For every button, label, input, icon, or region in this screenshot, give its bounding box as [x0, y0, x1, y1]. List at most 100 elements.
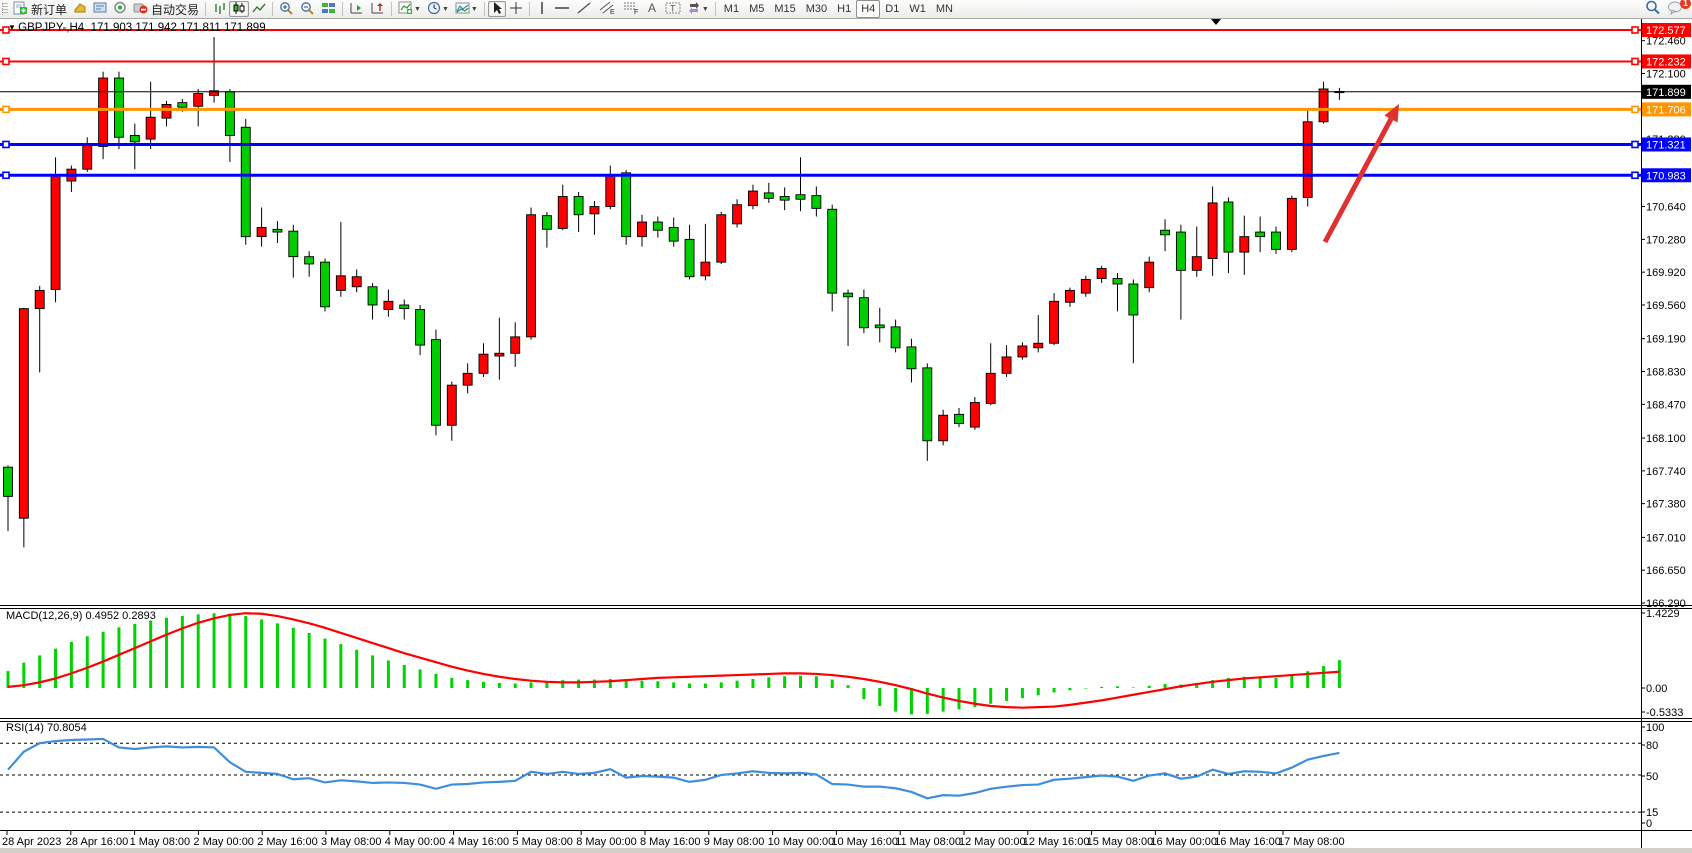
indicators-button[interactable]: ▼ — [395, 1, 424, 17]
candle-up — [98, 77, 109, 147]
crosshair-icon — [509, 1, 523, 18]
equidistant-channel-button[interactable]: E — [595, 1, 619, 17]
time-axis[interactable]: 28 Apr 2023 28 Apr 16:00 1 May 08:00 2 May … — [2, 831, 1345, 848]
vertical-line-button[interactable] — [533, 1, 551, 17]
autotrading-label: 自动交易 — [151, 2, 200, 17]
timeframe-m5-button[interactable]: M5 — [749, 3, 765, 15]
candle-down — [827, 208, 838, 294]
profile-icon — [73, 1, 87, 17]
search-button[interactable] — [1642, 0, 1664, 17]
timeframe-m1-button[interactable]: M1 — [723, 3, 740, 15]
toolbar-grip[interactable] — [2, 3, 8, 15]
market-watch-button[interactable] — [90, 1, 110, 17]
toolbar-separator — [528, 2, 530, 16]
price-tick-label: 169.190 — [1646, 334, 1686, 346]
hline-marker[interactable] — [2, 171, 10, 180]
hline-marker[interactable] — [2, 140, 10, 149]
bar-chart-button[interactable] — [209, 1, 229, 17]
text-label-button[interactable]: T — [662, 1, 684, 17]
candle-up — [82, 145, 93, 170]
candle-up — [985, 372, 996, 404]
toolbar-separator — [342, 2, 344, 16]
price-axis[interactable]: 172.460172.100171.740171.380171.020170.6… — [1641, 23, 1691, 610]
hline-marker[interactable] — [2, 105, 10, 114]
candle-down — [652, 221, 663, 231]
chart-dropdown-icon[interactable]: ▼ — [8, 23, 19, 32]
candle-up — [161, 104, 172, 119]
chart-shift-button[interactable] — [367, 1, 388, 17]
timeframe-w1-button[interactable]: W1 — [909, 3, 926, 15]
scroll-shift-marker[interactable] — [1211, 19, 1221, 25]
hline-marker[interactable] — [2, 57, 10, 66]
fibonacci-button[interactable]: F — [619, 1, 643, 17]
candle-up — [193, 93, 204, 107]
tile-windows-button[interactable] — [318, 1, 339, 17]
rsi-scale-label: 0 — [1646, 818, 1652, 830]
signals-button[interactable] — [110, 1, 130, 17]
time-label: 12 May 00:00 — [959, 836, 1026, 848]
crosshair-button[interactable] — [506, 1, 526, 17]
timeframe-h1-button[interactable]: H1 — [837, 3, 852, 15]
zoom-out-button[interactable] — [297, 1, 318, 17]
candle-down — [367, 286, 378, 306]
hline-marker[interactable] — [1631, 57, 1639, 66]
hline-marker[interactable] — [1631, 105, 1639, 114]
timeframe-d1-button[interactable]: D1 — [885, 3, 900, 15]
candle-down — [795, 194, 806, 200]
timeframe-m15-button[interactable]: M15 — [774, 3, 796, 15]
text-label-icon: T — [665, 1, 681, 18]
candle-up — [256, 227, 267, 238]
trend-arrow[interactable] — [1322, 104, 1399, 244]
candle-down — [906, 346, 917, 370]
candle-up — [589, 206, 600, 215]
price-tick-label: 172.460 — [1646, 36, 1686, 48]
candle-down — [858, 297, 869, 329]
candle-up — [145, 116, 156, 140]
timeframe-mn-button[interactable]: MN — [935, 3, 953, 15]
hline-marker[interactable] — [2, 26, 10, 34]
timeframe-h4-button[interactable]: H4 — [856, 0, 881, 18]
candle-down — [240, 126, 251, 238]
toolbar-separator — [391, 2, 393, 16]
candle-up — [1286, 197, 1297, 250]
hline-marker[interactable] — [1631, 171, 1639, 180]
tile-windows-icon — [321, 1, 336, 18]
toolbar-separator — [714, 2, 716, 16]
notifications-button[interactable]: 1 — [1664, 0, 1691, 17]
candle-down — [113, 77, 124, 138]
bar-chart-icon — [212, 1, 226, 18]
candle-down — [890, 326, 901, 349]
arrow-head-icon — [1384, 104, 1399, 123]
arrows-button[interactable]: ▼ — [684, 1, 712, 17]
text-button[interactable]: A — [643, 1, 662, 17]
new-order-button[interactable]: 新订单 — [10, 1, 70, 17]
hline-marker[interactable] — [1631, 140, 1639, 149]
svg-text:F: F — [634, 9, 638, 15]
time-label: 9 May 08:00 — [704, 836, 765, 848]
arrow-shaft[interactable] — [1322, 117, 1394, 244]
price-tick-label: 167.740 — [1646, 466, 1686, 478]
auto-scroll-button[interactable] — [346, 1, 367, 17]
time-label: 8 May 16:00 — [640, 836, 701, 848]
periods-button[interactable]: ▼ — [424, 1, 452, 17]
hline-marker[interactable] — [1631, 26, 1639, 34]
autotrading-button[interactable]: 自动交易 — [130, 1, 202, 17]
chart-profiles-button[interactable] — [70, 1, 90, 17]
candlestick-chart-button[interactable] — [229, 1, 250, 17]
svg-text:E: E — [610, 9, 615, 15]
macd-pane: 1.4229 0.00 -0.5333 — [6, 608, 1683, 719]
zoom-in-button[interactable] — [276, 1, 297, 17]
cursor-button[interactable] — [487, 1, 506, 17]
rsi-pane: 100 80 50 150 — [0, 722, 1664, 830]
line-chart-button[interactable] — [249, 1, 269, 17]
timeframe-m30-button[interactable]: M30 — [805, 3, 828, 15]
horizontal-line-button[interactable] — [551, 1, 573, 17]
templates-button[interactable]: ▼ — [452, 1, 481, 17]
candle-up — [446, 384, 457, 426]
candle-down — [779, 196, 790, 201]
candle-up — [938, 414, 949, 442]
trendline-button[interactable] — [573, 1, 595, 17]
candle-up — [700, 261, 711, 277]
macd-scale-label: -0.5333 — [1646, 707, 1683, 719]
